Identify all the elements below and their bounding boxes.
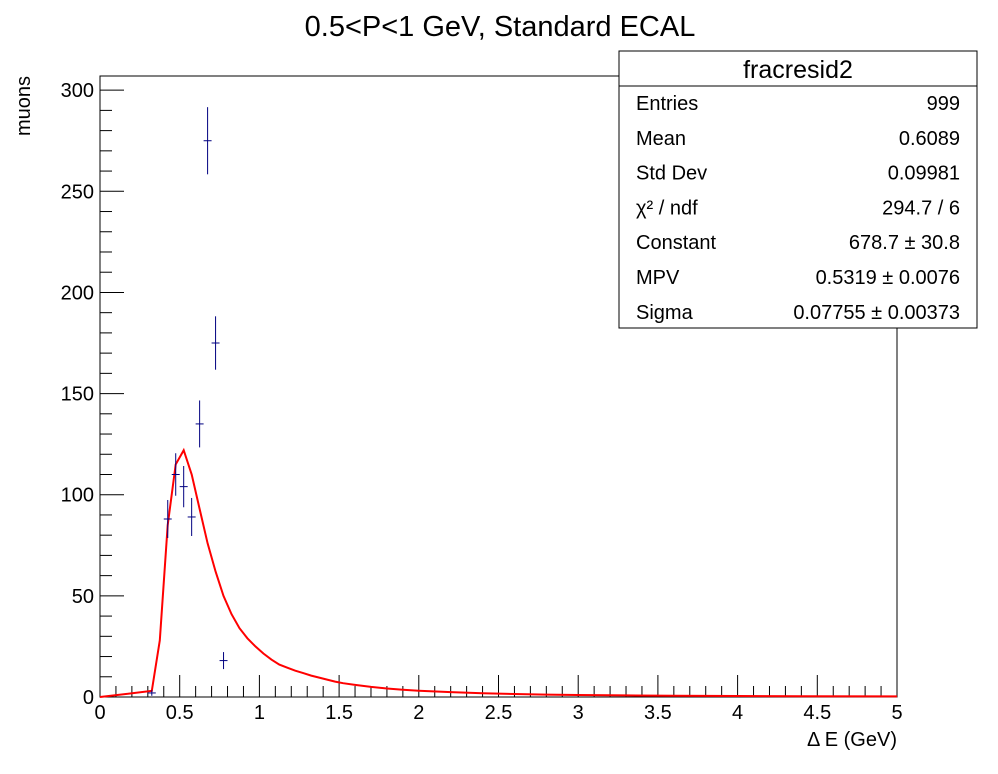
stats-row-label: χ² / ndf: [636, 197, 698, 219]
stats-rows: Entries 999 Mean 0.6089 Std Dev 0.09981 χ² / n…: [636, 93, 960, 324]
y-axis: 0 50 100 150 200 250 300: [61, 76, 124, 709]
stats-row-value: 0.6089: [899, 128, 960, 150]
y-tick-label: 100: [61, 485, 94, 507]
points-layer: [147, 107, 228, 696]
stats-box-frame: [618, 50, 978, 329]
stats-row-value: 0.07755 ± 0.00373: [793, 302, 960, 324]
x-tick-label: 2: [413, 702, 424, 724]
stats-row-value: 294.7 / 6: [882, 197, 960, 219]
data-point: [187, 497, 196, 536]
data-point: [211, 316, 220, 370]
x-tick-label: 0.5: [166, 702, 194, 724]
data-point: [163, 499, 172, 539]
y-tick-label: 50: [72, 586, 94, 608]
stats-row-label: Constant: [636, 232, 716, 254]
x-tick-label: 3: [573, 702, 584, 724]
y-tick-label: 0: [83, 687, 94, 709]
data-point: [195, 400, 204, 448]
stats-row-label: Mean: [636, 128, 686, 150]
fit-layer: [99, 447, 898, 698]
stats-row-label: Entries: [636, 93, 698, 115]
stats-row-value: 0.09981: [888, 163, 960, 185]
y-tick-label: 150: [61, 384, 94, 406]
chart-title: 0.5<P<1 GeV, Standard ECAL: [305, 11, 696, 43]
data-point: [219, 652, 228, 670]
data-point: [203, 107, 212, 175]
y-tick-label: 200: [61, 282, 94, 304]
stats-row-label: MPV: [636, 267, 680, 289]
stats-row-label: Sigma: [636, 302, 694, 324]
x-tick-label: 3.5: [644, 702, 672, 724]
data-point: [147, 690, 156, 696]
stats-row-label: Std Dev: [636, 163, 707, 185]
y-tick-label: 300: [61, 80, 94, 102]
x-tick-label: 4.5: [803, 702, 831, 724]
fit-curve: [99, 447, 898, 698]
x-tick-label: 4: [732, 702, 743, 724]
x-axis: 0 0.5 1 1.5 2 2.5 3 3.5 4 4.5 5: [94, 675, 903, 724]
y-axis-label: muons: [13, 76, 35, 136]
stats-row-value: 0.5319 ± 0.0076: [816, 267, 960, 289]
data-point: [179, 465, 188, 508]
stats-row-value: 678.7 ± 30.8: [849, 232, 960, 254]
stats-box: fracresid2 Entries 999 Mean 0.6089 Std Dev 0.…: [618, 50, 978, 329]
x-tick-label: 2.5: [485, 702, 513, 724]
x-tick-label: 5: [891, 702, 902, 724]
x-tick-label: 1.5: [325, 702, 353, 724]
x-tick-label: 1: [254, 702, 265, 724]
x-axis-label: Δ E (GeV): [807, 729, 897, 751]
data-point: [171, 453, 180, 496]
x-tick-label: 0: [94, 702, 105, 724]
stats-box-title: fracresid2: [743, 56, 853, 84]
y-tick-label: 250: [61, 181, 94, 203]
stats-row-value: 999: [927, 93, 960, 115]
